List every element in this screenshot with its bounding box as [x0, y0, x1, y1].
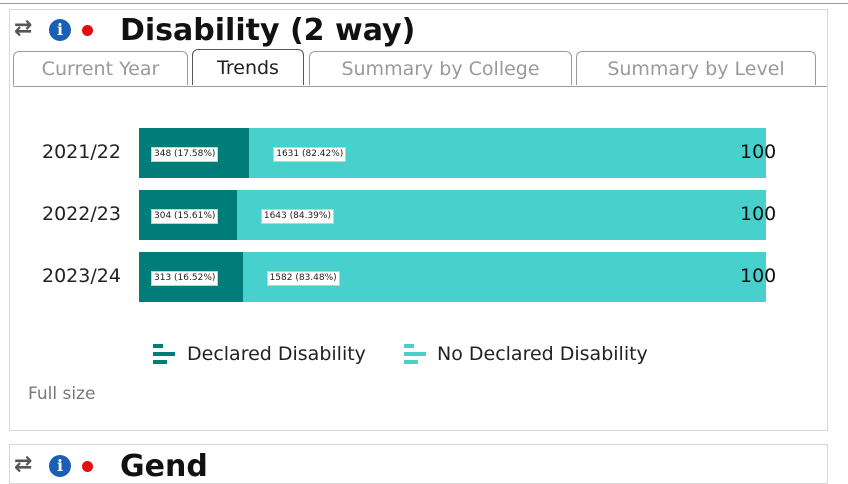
data-label-not-declared: 1582 (83.48%): [266, 271, 340, 286]
tab-trends[interactable]: Trends: [192, 49, 304, 85]
total-label: 100: [740, 265, 777, 287]
full-size-link[interactable]: Full size: [28, 384, 96, 404]
info-icon[interactable]: i: [49, 19, 71, 41]
data-label-not-declared: 1631 (82.42%): [273, 147, 347, 162]
refresh-icon[interactable]: ⇄: [14, 16, 33, 41]
tab-strip-baseline: [13, 86, 827, 87]
y-tick-label: 2022/23: [42, 203, 121, 225]
top-divider: [0, 3, 848, 4]
next-widget: ⇄ i Gend: [9, 444, 828, 484]
data-label-declared: 313 (16.52%): [151, 271, 219, 286]
legend-icon-not-declared: [404, 344, 426, 366]
next-status-dot-icon: [82, 461, 93, 472]
legend-label-not-declared: No Declared Disability: [437, 343, 648, 365]
tab-current-year[interactable]: Current Year: [13, 51, 188, 85]
status-dot-icon: [82, 25, 93, 36]
data-label-not-declared: 1643 (84.39%): [260, 209, 334, 224]
tab-summary-by-level[interactable]: Summary by Level: [576, 51, 816, 85]
y-tick-label: 2023/24: [42, 265, 121, 287]
total-label: 100: [740, 203, 777, 225]
next-info-icon[interactable]: i: [49, 455, 71, 477]
data-label-declared: 304 (15.61%): [151, 209, 219, 224]
y-tick-label: 2021/22: [42, 141, 121, 163]
total-label: 100: [740, 141, 777, 163]
widget-title: Disability (2 way): [120, 13, 416, 48]
legend-icon-declared: [153, 344, 175, 366]
tab-summary-by-college[interactable]: Summary by College: [309, 51, 572, 85]
data-label-declared: 348 (17.58%): [151, 147, 219, 162]
next-refresh-icon[interactable]: ⇄: [14, 452, 33, 477]
legend-label-declared: Declared Disability: [187, 343, 366, 365]
next-widget-title: Gend: [120, 449, 208, 484]
